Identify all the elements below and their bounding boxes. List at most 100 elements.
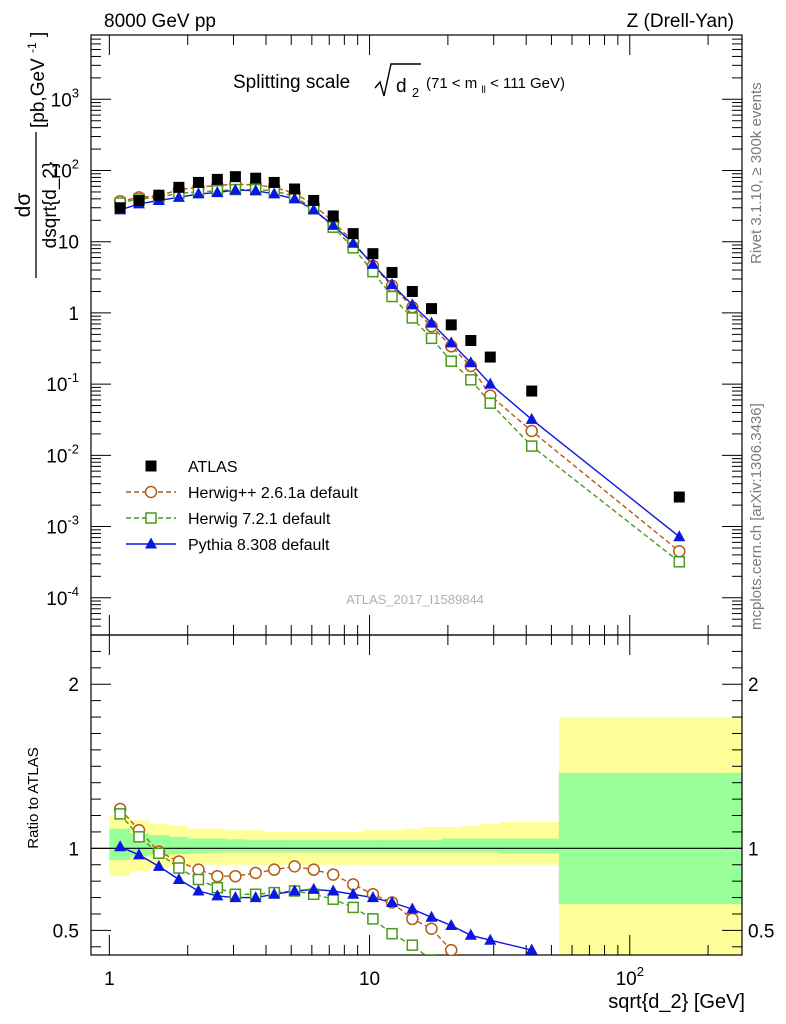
ratio-stat-uncertainty	[323, 840, 344, 853]
plot-title-range: (71 < m	[426, 75, 477, 92]
y-tick-label-exp: -3	[67, 513, 79, 528]
atlas-point	[229, 171, 241, 183]
ratio-y-tick-label: 2	[68, 675, 79, 696]
ratio-herwig-7-2-1-default-point	[192, 873, 205, 886]
ratio-pythia-8-308-default-point	[114, 840, 127, 852]
ratio-y-tick-label-right: 0.5	[748, 921, 774, 942]
ratio-stat-uncertainty	[169, 836, 188, 855]
pythia-8-308-default-line	[119, 189, 680, 538]
ratio-stat-uncertainty	[441, 838, 462, 853]
ratio-stat-uncertainty	[245, 840, 265, 853]
plot-title-range-end: < 111 GeV)	[490, 75, 565, 92]
ratio-stat-uncertainty	[362, 840, 383, 853]
atlas-point	[484, 351, 496, 363]
ratio-stat-uncertainty	[342, 840, 363, 853]
header-right: Z (Drell-Yan)	[627, 11, 734, 32]
herwig-7-2-1-default-point	[425, 332, 438, 345]
y-tick-label-exp: 3	[72, 85, 79, 100]
y-tick-label-base: 10	[46, 375, 67, 396]
rivet-info: Rivet 3.1.10, ≥ 300k events	[748, 82, 765, 264]
pythia-8-308-default-point	[211, 186, 224, 198]
pythia-8-308-default-point	[192, 187, 205, 199]
atlas-point	[406, 285, 418, 297]
ratio-stat-uncertainty	[402, 840, 423, 853]
atlas-point	[673, 491, 685, 503]
y-tick-label-exp: -4	[67, 584, 79, 599]
ratio-pythia-8-308-default-point	[445, 918, 458, 930]
herwig-2-6-1a-default-point	[525, 424, 538, 438]
legend-marker-herwig-7-2-1-default	[145, 512, 157, 524]
ratio-pythia-8-308-default-point	[192, 884, 205, 896]
herwig-2-6-1a-default-point	[673, 545, 686, 558]
ratio-herwig-2-6-1a-default-point	[211, 869, 224, 883]
xlabel: sqrt{d_2} [GeV]	[608, 991, 745, 1013]
ratio-plot-area: 0.5 0.51 12 21 10 102	[53, 634, 774, 990]
herwig-7-2-1-default-point	[465, 374, 477, 386]
ratio-herwig-7-2-1-default-point	[406, 939, 419, 951]
ratio-pythia-8-308-default-point	[172, 873, 185, 885]
ylabel-unit: [pb,GeV	[28, 58, 49, 128]
legend-label-atlas: ATLAS	[188, 459, 238, 476]
pythia-8-308-default-point	[464, 356, 477, 368]
atlas-point	[133, 194, 145, 206]
x-tick-label: 102	[616, 964, 644, 990]
herwig-7-2-1-default-point	[484, 397, 497, 409]
herwig-7-2-1-default-point	[525, 440, 538, 452]
y-tick-label: 103	[51, 85, 79, 111]
plot-title: Splitting scale	[233, 72, 350, 93]
atlas-point	[445, 319, 457, 331]
ratio-pythia-8-308-default-point	[347, 887, 360, 899]
ratio-herwig-2-6-1a-default-point	[444, 943, 458, 955]
x-tick-label: 10	[359, 969, 380, 990]
ratio-pythia-8-308-default-point	[464, 928, 477, 940]
herwig-7-2-1-default-point	[386, 290, 398, 303]
x-tick-label: 1	[104, 969, 115, 990]
ratio-pythia-8-308-default-point	[366, 891, 379, 903]
ratio-pythia-8-308-default-point	[386, 895, 399, 907]
ratio-y-tick-label-right: 1	[748, 839, 759, 860]
ratio-stat-uncertainty	[304, 840, 324, 853]
ratio-herwig-2-6-1a-default-point	[307, 863, 320, 876]
pythia-8-308-default-point	[445, 336, 458, 348]
y-tick-label-exp: -2	[67, 441, 79, 456]
legend-marker-pythia-8-308-default	[145, 537, 157, 549]
ratio-herwig-2-6-1a-default-point	[406, 912, 419, 926]
legend-marker-herwig-2-6-1a-default	[144, 485, 158, 499]
atlas-point	[192, 176, 204, 188]
legend-marker-atlas	[145, 460, 157, 472]
herwig-7-2-1-default-point	[445, 355, 457, 367]
plot-title-main: Splitting scale	[233, 72, 350, 93]
ratio-herwig-7-2-1-default-point	[386, 927, 398, 940]
ratio-stat-uncertainty	[264, 840, 285, 853]
pythia-8-308-default-point	[229, 183, 242, 195]
ratio-y-tick-label: 0.5	[53, 921, 79, 942]
ratio-pythia-8-308-default-point	[307, 882, 320, 894]
pythia-8-308-default-point	[249, 184, 262, 196]
pythia-8-308-default-point	[484, 377, 497, 389]
atlas-point	[327, 210, 339, 222]
ratio-pythia-8-308-default-point	[133, 848, 146, 860]
ylabel-denominator: dsqrt{d_2}	[40, 162, 61, 249]
atlas-point	[347, 228, 359, 240]
ratio-herwig-2-6-1a-default-point	[465, 966, 476, 977]
y-tick-label-base: 10	[46, 589, 67, 610]
herwig-7-2-1-default-point	[406, 312, 419, 324]
ratio-herwig-2-6-1a-default-point	[425, 922, 438, 935]
atlas-point	[289, 183, 301, 195]
ratio-herwig-7-2-1-default-point	[425, 954, 438, 955]
atlas-point	[250, 172, 262, 184]
y-tick-label-base: 10	[46, 446, 67, 467]
ylabel-numerator: dσ	[12, 193, 35, 218]
legend-label-herwig-2-6-1a-default: Herwig++ 2.6.1a default	[188, 485, 358, 502]
y-tick-label: 10-3	[46, 513, 79, 539]
ratio-pythia-8-308-default-point	[268, 887, 281, 899]
svg-text:d 2: d 2	[396, 76, 419, 100]
atlas-point	[153, 189, 165, 201]
watermark: ATLAS_2017_I1589844	[346, 592, 484, 607]
y-tick-label: 1	[68, 304, 79, 325]
y-tick-label-base: 10	[51, 90, 72, 111]
ratio-herwig-7-2-1-default-point	[173, 862, 185, 874]
ratio-stat-uncertainty	[225, 839, 247, 853]
pythia-8-308-default-point	[406, 298, 419, 310]
